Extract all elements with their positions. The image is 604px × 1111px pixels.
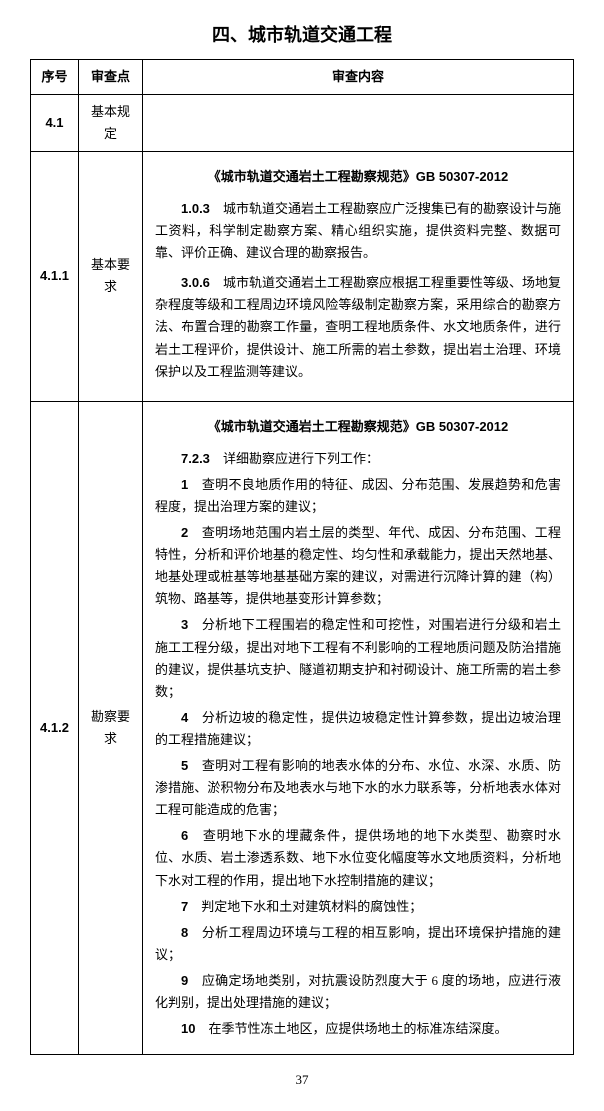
- content-cell: 《城市轨道交通岩土工程勘察规范》GB 50307-2012 7.2.3 详细勘察…: [143, 401, 574, 1054]
- table-row: 4.1 基本规定: [31, 94, 574, 151]
- item-text: 分析地下工程围岩的稳定性和可挖性，对围岩进行分级和岩土施工工程分级，提出对地下工…: [155, 617, 561, 698]
- list-item: 5 查明对工程有影响的地表水体的分布、水位、水深、水质、防渗措施、淤积物分布及地…: [155, 755, 561, 821]
- spec-title: 《城市轨道交通岩土工程勘察规范》GB 50307-2012: [155, 416, 561, 438]
- table-row: 4.1.2 勘察要求 《城市轨道交通岩土工程勘察规范》GB 50307-2012…: [31, 401, 574, 1054]
- item-num: 2: [181, 525, 188, 540]
- page-number: 37: [30, 1069, 574, 1091]
- item-text: 判定地下水和土对建筑材料的腐蚀性；: [201, 899, 422, 914]
- list-item: 10 在季节性冻土地区，应提供场地土的标准冻结深度。: [155, 1018, 561, 1040]
- page-title: 四、城市轨道交通工程: [30, 20, 574, 51]
- clause-text: 详细勘察应进行下列工作：: [223, 451, 379, 466]
- list-item: 1 查明不良地质作用的特征、成因、分布范围、发展趋势和危害程度，提出治理方案的建…: [155, 474, 561, 518]
- point-cell: 勘察要求: [79, 401, 143, 1054]
- item-text: 在季节性冻土地区，应提供场地土的标准冻结深度。: [208, 1021, 507, 1036]
- item-num: 3: [181, 617, 188, 632]
- item-text: 查明场地范围内岩土层的类型、年代、成因、分布范围、工程特性，分析和评价地基的稳定…: [155, 525, 561, 606]
- clause-text: 城市轨道交通岩土工程勘察应根据工程重要性等级、场地复杂程度等级和工程周边环境风险…: [155, 275, 561, 378]
- item-num: 5: [181, 758, 188, 773]
- content-cell: [143, 94, 574, 151]
- header-content: 审查内容: [143, 59, 574, 94]
- list-item: 2 查明场地范围内岩土层的类型、年代、成因、分布范围、工程特性，分析和评价地基的…: [155, 522, 561, 610]
- header-point: 审查点: [79, 59, 143, 94]
- item-num: 7: [181, 899, 188, 914]
- clause-num: 7.2.3: [181, 451, 210, 466]
- seq-cell: 4.1.1: [31, 151, 79, 401]
- paragraph: 3.0.6 城市轨道交通岩土工程勘察应根据工程重要性等级、场地复杂程度等级和工程…: [155, 272, 561, 382]
- point-cell: 基本要求: [79, 151, 143, 401]
- paragraph: 7.2.3 详细勘察应进行下列工作：: [155, 448, 561, 470]
- spec-title: 《城市轨道交通岩土工程勘察规范》GB 50307-2012: [155, 166, 561, 188]
- clause-num: 1.0.3: [181, 201, 210, 216]
- header-seq: 序号: [31, 59, 79, 94]
- item-num: 10: [181, 1021, 195, 1036]
- table-row: 4.1.1 基本要求 《城市轨道交通岩土工程勘察规范》GB 50307-2012…: [31, 151, 574, 401]
- list-item: 6 查明地下水的埋藏条件，提供场地的地下水类型、勘察时水位、水质、岩土渗透系数、…: [155, 825, 561, 891]
- item-num: 8: [181, 925, 188, 940]
- item-text: 应确定场地类别，对抗震设防烈度大于 6 度的场地，应进行液化判别，提出处理措施的…: [155, 973, 561, 1010]
- item-num: 6: [181, 828, 188, 843]
- list-item: 9 应确定场地类别，对抗震设防烈度大于 6 度的场地，应进行液化判别，提出处理措…: [155, 970, 561, 1014]
- review-table: 序号 审查点 审查内容 4.1 基本规定 4.1.1 基本要求 《城市轨道交通岩…: [30, 59, 574, 1056]
- item-text: 分析边坡的稳定性，提供边坡稳定性计算参数，提出边坡治理的工程措施建议；: [155, 710, 561, 747]
- item-text: 分析工程周边环境与工程的相互影响，提出环境保护措施的建议；: [155, 925, 561, 962]
- list-item: 4 分析边坡的稳定性，提供边坡稳定性计算参数，提出边坡治理的工程措施建议；: [155, 707, 561, 751]
- point-cell: 基本规定: [79, 94, 143, 151]
- clause-num: 3.0.6: [181, 275, 210, 290]
- item-num: 1: [181, 477, 188, 492]
- item-text: 查明不良地质作用的特征、成因、分布范围、发展趋势和危害程度，提出治理方案的建议；: [155, 477, 561, 514]
- item-text: 查明对工程有影响的地表水体的分布、水位、水深、水质、防渗措施、淤积物分布及地表水…: [155, 758, 561, 817]
- seq-cell: 4.1.2: [31, 401, 79, 1054]
- item-text: 查明地下水的埋藏条件，提供场地的地下水类型、勘察时水位、水质、岩土渗透系数、地下…: [155, 828, 561, 887]
- list-item: 7 判定地下水和土对建筑材料的腐蚀性；: [155, 896, 561, 918]
- paragraph: 1.0.3 城市轨道交通岩土工程勘察应广泛搜集已有的勘察设计与施工资料，科学制定…: [155, 198, 561, 264]
- list-item: 3 分析地下工程围岩的稳定性和可挖性，对围岩进行分级和岩土施工工程分级，提出对地…: [155, 614, 561, 702]
- item-num: 9: [181, 973, 188, 988]
- seq-cell: 4.1: [31, 94, 79, 151]
- content-cell: 《城市轨道交通岩土工程勘察规范》GB 50307-2012 1.0.3 城市轨道…: [143, 151, 574, 401]
- clause-text: 城市轨道交通岩土工程勘察应广泛搜集已有的勘察设计与施工资料，科学制定勘察方案、精…: [155, 201, 561, 260]
- item-num: 4: [181, 710, 188, 725]
- list-item: 8 分析工程周边环境与工程的相互影响，提出环境保护措施的建议；: [155, 922, 561, 966]
